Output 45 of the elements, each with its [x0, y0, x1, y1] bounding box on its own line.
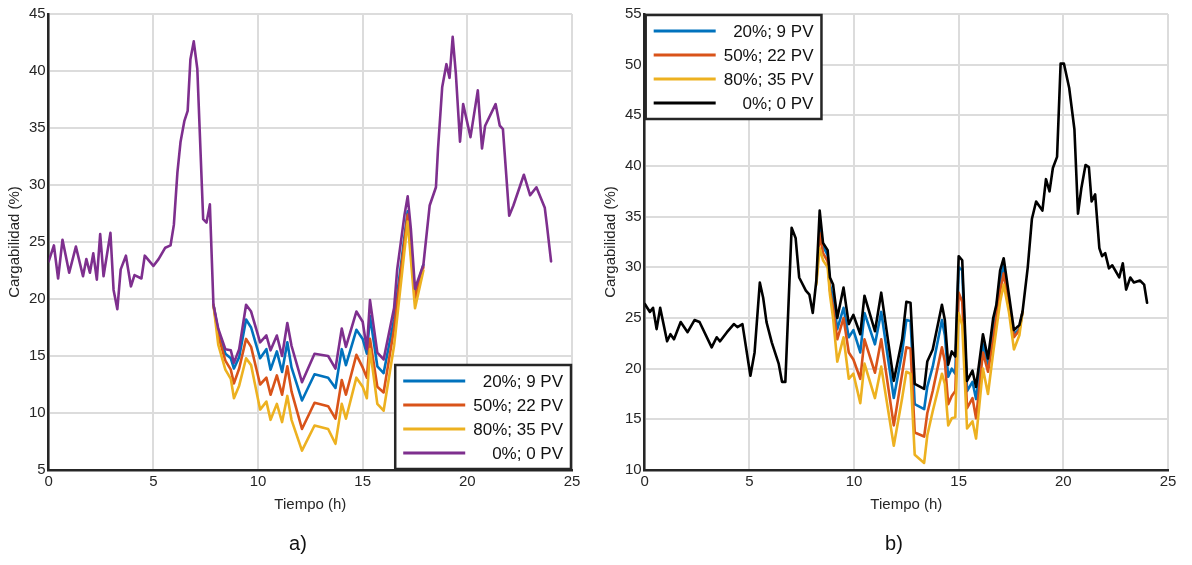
y-tick-label: 40 [29, 61, 46, 79]
x-tick-label: 25 [1159, 472, 1177, 490]
legend-label: 0%; 0 PV [742, 93, 815, 113]
legend-label: 80%; 35 PV [723, 69, 815, 89]
y-tick-label: 10 [29, 403, 46, 421]
y-axis-title: Cargabilidad (%) [5, 186, 23, 298]
y-tick-label: 15 [29, 346, 46, 364]
legend-label: 0%; 0 PV [492, 443, 564, 463]
y-tick-label: 20 [29, 289, 46, 307]
x-tick-label: 25 [563, 472, 581, 490]
text: b) [884, 532, 904, 555]
y-tick-label: 15 [625, 409, 642, 427]
y-tick-label: 45 [29, 4, 46, 22]
legend-label: 20%; 9 PV [482, 371, 564, 391]
y-tick-label: 55 [625, 4, 642, 22]
x-tick-label: 15 [354, 472, 372, 490]
x-tick-label: 5 [149, 472, 158, 490]
x-axis-title: Tiempo (h) [274, 495, 347, 513]
x-tick-label: 20 [458, 472, 476, 490]
y-tick-label: 45 [625, 105, 642, 123]
y-tick-label: 25 [625, 308, 642, 326]
x-tick-label: 5 [745, 472, 754, 490]
y-tick-label: 10 [625, 460, 642, 478]
legend-label: 80%; 35 PV [473, 419, 564, 439]
y-tick-label: 25 [29, 232, 46, 250]
x-axis-title: Tiempo (h) [870, 495, 943, 513]
x-tick-label: 0 [44, 472, 53, 490]
y-tick-label: 5 [37, 460, 46, 478]
x-tick-label: 10 [249, 472, 267, 490]
x-tick-label: 20 [1054, 472, 1072, 490]
legend-label: 50%; 22 PV [473, 395, 564, 415]
y-tick-label: 30 [29, 175, 46, 193]
y-tick-label: 30 [625, 257, 642, 275]
y-axis-title: Cargabilidad (%) [601, 186, 619, 298]
x-tick-label: 0 [640, 472, 649, 490]
legend-label: 50%; 22 PV [723, 45, 815, 65]
y-tick-label: 20 [625, 358, 642, 376]
y-tick-label: 50 [625, 54, 642, 72]
legend-label: 20%; 9 PV [733, 21, 815, 41]
y-tick-label: 35 [29, 118, 46, 136]
y-tick-label: 40 [625, 156, 642, 174]
x-tick-label: 10 [845, 472, 863, 490]
y-tick-label: 35 [625, 206, 642, 224]
text: a) [288, 532, 308, 555]
x-tick-label: 15 [950, 472, 968, 490]
